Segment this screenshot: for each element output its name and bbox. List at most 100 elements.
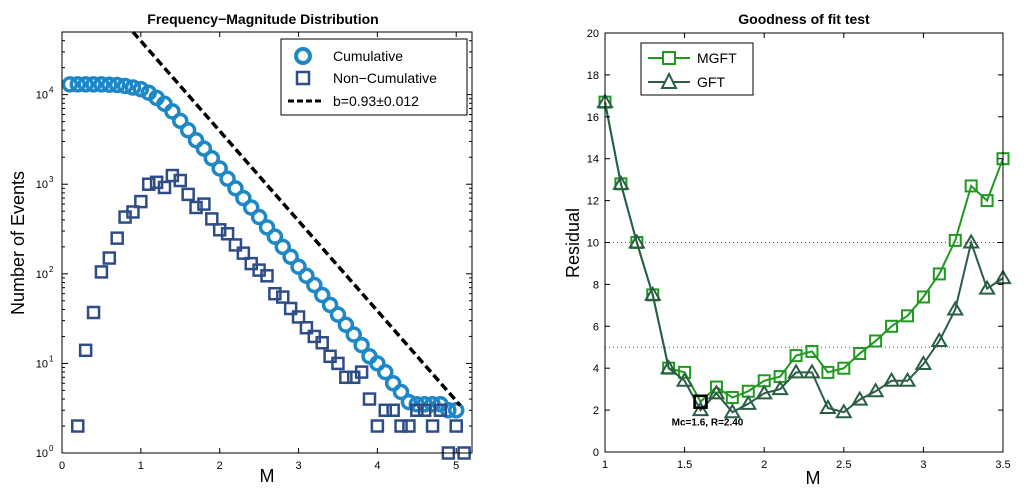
cumulative-point: [282, 248, 299, 266]
y-tick-exponent: 4: [49, 86, 54, 95]
noncumulative-point: [189, 200, 203, 215]
noncumulative-point: [339, 370, 353, 385]
gft-line: [604, 101, 1004, 414]
y-tick-label: 12: [587, 196, 599, 208]
gof-plot-frame: [604, 32, 1004, 453]
mc-highlight-marker: [693, 394, 708, 409]
cumulative-point: [77, 76, 94, 93]
noncumulative-point: [86, 305, 101, 320]
noncumulative-point: [134, 194, 148, 209]
mgft-point: [789, 349, 803, 363]
cumulative-point: [329, 306, 347, 323]
noncumulative-point: [197, 197, 211, 211]
y-tick-exponent: 3: [49, 175, 54, 184]
noncumulative-point: [417, 403, 432, 418]
cumulative-point: [290, 258, 307, 275]
gft-point: [803, 363, 821, 379]
gft-point: [771, 380, 789, 396]
cumulative-point: [298, 267, 315, 285]
gft-point: [866, 382, 885, 398]
y-tick-exponent: 0: [49, 444, 54, 453]
gft-point: [850, 390, 869, 406]
fmd-legend: Cumulative Non−Cumulative b=0.93±0.012: [280, 38, 468, 116]
noncumulative-point: [78, 343, 93, 358]
x-tick-label: 2: [761, 459, 767, 471]
legend-noncumulative-label: Non−Cumulative: [333, 70, 437, 86]
gft-point: [898, 371, 917, 387]
x-tick-label: 2.5: [836, 459, 851, 471]
y-tick-label: 2: [593, 405, 599, 417]
noncumulative-point: [362, 392, 377, 406]
cumulative-point: [85, 76, 102, 93]
legend-fit-label: b=0.93±0.012: [333, 93, 419, 109]
noncumulative-point: [181, 187, 195, 202]
gft-point: [882, 371, 901, 387]
fit-line: [131, 30, 462, 407]
cumulative-point: [93, 76, 110, 93]
legend-cumulative-marker: [294, 47, 312, 65]
mc-annotation: Mc=1.6, R=2.40: [672, 418, 744, 429]
noncumulative-point: [205, 212, 219, 226]
cumulative-point: [195, 140, 213, 157]
noncumulative-point: [157, 180, 172, 195]
mgft-point: [948, 233, 962, 247]
gft-point: [914, 355, 933, 371]
cumulative-point: [306, 276, 323, 294]
cumulative-point: [345, 326, 362, 343]
cumulative-point: [116, 77, 134, 95]
y-tick-label: 10: [36, 448, 48, 460]
cumulative-point: [179, 122, 197, 139]
gft-point: [962, 233, 980, 249]
cumulative-point: [266, 228, 284, 245]
fmd-chart: Frequency−Magnitude Distribution 0 1 2 3 4 5 1…: [8, 11, 473, 486]
noncumulative-point: [236, 246, 251, 260]
gft-point: [755, 384, 773, 400]
gft-point: [787, 363, 805, 379]
gft-point: [930, 331, 949, 347]
legend-gft-label: GFT: [697, 74, 725, 90]
y-tick-label: 20: [587, 28, 599, 40]
cumulative-point: [447, 402, 465, 419]
noncumulative-point: [212, 223, 227, 237]
noncumulative-point: [220, 226, 235, 241]
noncumulative-point: [299, 321, 314, 335]
gof-xlabel: M: [806, 468, 821, 488]
gft-point: [707, 384, 726, 400]
noncumulative-point: [228, 238, 243, 252]
x-tick-label: 3.5: [995, 459, 1010, 471]
gft-point: [819, 399, 837, 415]
noncumulative-point: [410, 403, 424, 418]
gft-point: [644, 285, 662, 301]
legend-cumulative-label: Cumulative: [333, 48, 403, 64]
fmd-title: Frequency−Magnitude Distribution: [147, 11, 378, 27]
mgft-point: [821, 365, 835, 379]
cumulative-point: [353, 336, 370, 354]
y-tick-label: 10: [36, 269, 48, 281]
mgft-point: [869, 334, 883, 348]
mgft-line: [604, 101, 1004, 404]
y-tick-exponent: 1: [49, 354, 54, 363]
y-tick-label: 4: [593, 363, 599, 375]
cumulative-point: [258, 219, 276, 236]
gft-point: [612, 174, 630, 190]
cumulative-point: [108, 76, 126, 94]
legend-noncumulative-marker: [295, 70, 311, 86]
noncumulative-point: [102, 251, 117, 265]
y-tick-label: 10: [587, 238, 599, 250]
noncumulative-point: [71, 419, 85, 433]
noncumulative-point: [323, 349, 337, 364]
fmd-ylabel: Number of Events: [8, 171, 28, 315]
fmd-xlabel: M: [260, 466, 275, 486]
mgft-point: [932, 267, 946, 281]
cumulative-point: [227, 180, 244, 197]
gft-point: [946, 300, 964, 316]
mgft-point: [900, 309, 914, 323]
cumulative-point: [101, 76, 118, 93]
x-tick-label: 2: [217, 460, 223, 472]
cumulative-point: [211, 160, 228, 177]
gof-chart: Goodness of fit test Mc=1.6, R=2.40 1 1.5…: [563, 11, 1012, 488]
legend-gft-marker: [660, 71, 678, 89]
mgft-point: [980, 194, 994, 208]
cumulative-point: [274, 238, 292, 256]
gft-point: [628, 233, 646, 249]
